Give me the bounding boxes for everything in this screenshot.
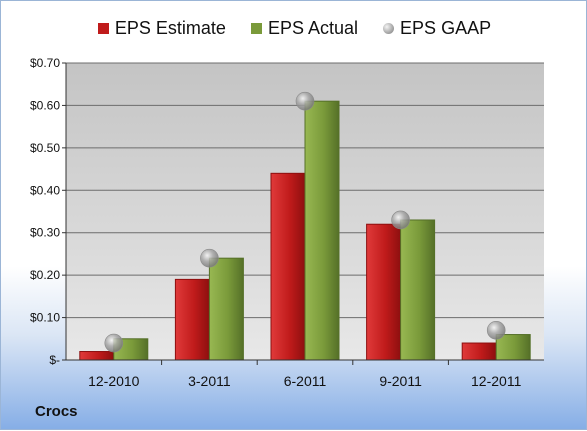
- bar-eps-estimate: [461, 342, 497, 361]
- bar-eps-actual: [304, 100, 340, 361]
- x-tick-label: 12-2010: [88, 373, 140, 389]
- legend-swatch-actual: [250, 23, 262, 35]
- marker-eps-gaap: [295, 91, 315, 111]
- legend-swatch-estimate: [97, 23, 109, 35]
- y-tick-label: $0.70: [30, 56, 60, 70]
- y-tick-label: $0.40: [30, 183, 60, 197]
- y-tick-label: $0.10: [30, 311, 60, 325]
- y-tick-label: $-: [49, 353, 60, 367]
- bar-eps-estimate: [270, 172, 306, 361]
- x-tick-label: 3-2011: [188, 373, 231, 389]
- bar-eps-estimate: [174, 278, 210, 361]
- bar-eps-estimate: [79, 351, 115, 361]
- x-tick-label: 9-2011: [379, 373, 422, 389]
- x-tick-label: 6-2011: [284, 373, 327, 389]
- company-label: Crocs: [35, 403, 78, 420]
- legend-label-actual: EPS Actual: [267, 18, 359, 39]
- bar-eps-actual: [495, 334, 531, 361]
- legend: EPS Estimate EPS Actual EPS GAAP: [1, 17, 587, 39]
- legend-item-actual: EPS Actual: [250, 17, 359, 39]
- legend-item-estimate: EPS Estimate: [97, 17, 226, 39]
- legend-label-gaap: EPS GAAP: [400, 18, 492, 39]
- marker-eps-gaap: [200, 248, 219, 268]
- bar-eps-estimate: [366, 223, 402, 361]
- bar-eps-actual: [400, 219, 436, 361]
- legend-swatch-gaap: [383, 23, 395, 35]
- bar-eps-actual: [208, 257, 244, 361]
- marker-eps-gaap: [486, 320, 506, 340]
- y-tick-label: $0.50: [30, 141, 60, 155]
- y-tick-label: $0.20: [30, 268, 60, 282]
- marker-eps-gaap: [104, 333, 124, 353]
- y-tick-label: $0.60: [30, 98, 60, 112]
- legend-label-estimate: EPS Estimate: [114, 18, 226, 39]
- legend-item-gaap: EPS GAAP: [383, 17, 491, 39]
- y-tick-label: $0.30: [30, 226, 60, 240]
- marker-eps-gaap: [391, 210, 410, 230]
- x-tick-label: 12-2011: [471, 373, 522, 389]
